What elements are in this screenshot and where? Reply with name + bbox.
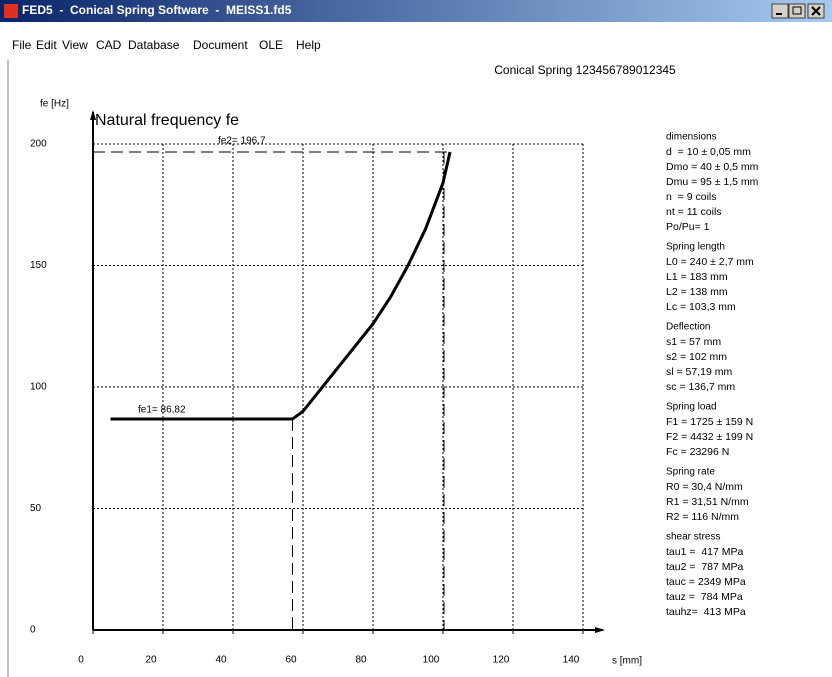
panel-line: R0 = 30,4 N/mm bbox=[666, 481, 743, 493]
menu-item[interactable]: File bbox=[12, 38, 32, 52]
menu-item[interactable]: Document bbox=[193, 38, 248, 52]
annotation: fe2= 196,7 bbox=[218, 136, 266, 147]
y-tick-label: 150 bbox=[30, 260, 47, 271]
panel-line: n = 9 coils bbox=[666, 191, 717, 203]
panel-heading: Spring rate bbox=[666, 467, 715, 478]
panel-line: sl = 57,19 mm bbox=[666, 366, 732, 378]
x-tick-label: 140 bbox=[563, 655, 580, 666]
menu-item[interactable]: Database bbox=[128, 38, 180, 52]
panel-line: L0 = 240 ± 2,7 mm bbox=[666, 256, 754, 268]
y-tick-label: 100 bbox=[30, 382, 47, 393]
panel-heading: Spring load bbox=[666, 402, 717, 413]
panel-line: Po/Pu= 1 bbox=[666, 221, 710, 233]
annotation: fe1= 86,82 bbox=[138, 405, 186, 416]
header: Conical Spring 123456789012345 bbox=[494, 63, 676, 77]
panel-line: Fc = 23296 N bbox=[666, 446, 729, 458]
panel-line: sc = 136,7 mm bbox=[666, 381, 735, 393]
window-title: FED5 - Conical Spring Software - MEISS1.… bbox=[22, 3, 292, 17]
panel-line: tau2 = 787 MPa bbox=[666, 561, 744, 573]
panel-line: R2 = 116 N/mm bbox=[666, 511, 739, 523]
close-icon bbox=[811, 6, 821, 16]
panel-line: s1 = 57 mm bbox=[666, 336, 721, 348]
panel-line: Dmo = 40 ± 0,5 mm bbox=[666, 161, 759, 173]
panel-line: R1 = 31,51 N/mm bbox=[666, 496, 749, 508]
panel-heading: Deflection bbox=[666, 322, 710, 333]
panel-line: tau1 = 417 MPa bbox=[666, 546, 744, 558]
app-icon bbox=[4, 4, 18, 18]
panel-line: d = 10 ± 0,05 mm bbox=[666, 146, 751, 158]
panel-line: F2 = 4432 ± 199 N bbox=[666, 431, 753, 443]
menu-item[interactable]: Edit bbox=[36, 38, 57, 52]
x-axis-arrow bbox=[595, 627, 605, 633]
panel-heading: dimensions bbox=[666, 132, 717, 143]
y-axis-arrow bbox=[90, 110, 96, 120]
minimize-button[interactable] bbox=[771, 3, 789, 19]
panel-line: F1 = 1725 ± 159 N bbox=[666, 416, 753, 428]
menu-bar bbox=[0, 22, 832, 60]
x-tick-label: 0 bbox=[78, 655, 84, 666]
menu-item[interactable]: View bbox=[62, 38, 88, 52]
y-tick-label: 50 bbox=[30, 503, 42, 514]
x-axis-label: s [mm] bbox=[612, 656, 642, 667]
menu-item[interactable]: Help bbox=[296, 38, 321, 52]
y-axis-label: fe [Hz] bbox=[40, 99, 69, 110]
panel-line: Lc = 103,3 mm bbox=[666, 301, 736, 313]
x-tick-label: 80 bbox=[355, 655, 367, 666]
panel-line: L1 = 183 mm bbox=[666, 271, 728, 283]
panel-heading: Spring length bbox=[666, 242, 725, 253]
panel-line: tauhz= 413 MPa bbox=[666, 606, 746, 618]
panel-line: tauz = 784 MPa bbox=[666, 591, 743, 603]
x-tick-label: 60 bbox=[285, 655, 297, 666]
panel-line: L2 = 138 mm bbox=[666, 286, 728, 298]
title-bar bbox=[0, 0, 832, 22]
menu-item[interactable]: CAD bbox=[96, 38, 122, 52]
menu-item[interactable]: OLE bbox=[259, 38, 283, 52]
window-buttons bbox=[771, 3, 825, 19]
maximize-button[interactable] bbox=[788, 3, 806, 19]
panel-line: s2 = 102 mm bbox=[666, 351, 727, 363]
series-line bbox=[110, 151, 452, 421]
panel-line: Dmu = 95 ± 1,5 mm bbox=[666, 176, 759, 188]
x-tick-label: 40 bbox=[215, 655, 227, 666]
x-tick-label: 100 bbox=[423, 655, 440, 666]
chart-title: Natural frequency fe bbox=[95, 112, 239, 129]
panel-line: nt = 11 coils bbox=[666, 206, 722, 218]
x-tick-label: 120 bbox=[493, 655, 510, 666]
maximize-icon bbox=[792, 6, 802, 15]
panel-heading: shear stress bbox=[666, 532, 720, 543]
panel-line: tauc = 2349 MPa bbox=[666, 576, 746, 588]
y-tick-label: 0 bbox=[30, 625, 36, 636]
x-tick-label: 20 bbox=[145, 655, 157, 666]
y-tick-label: 200 bbox=[30, 139, 47, 150]
